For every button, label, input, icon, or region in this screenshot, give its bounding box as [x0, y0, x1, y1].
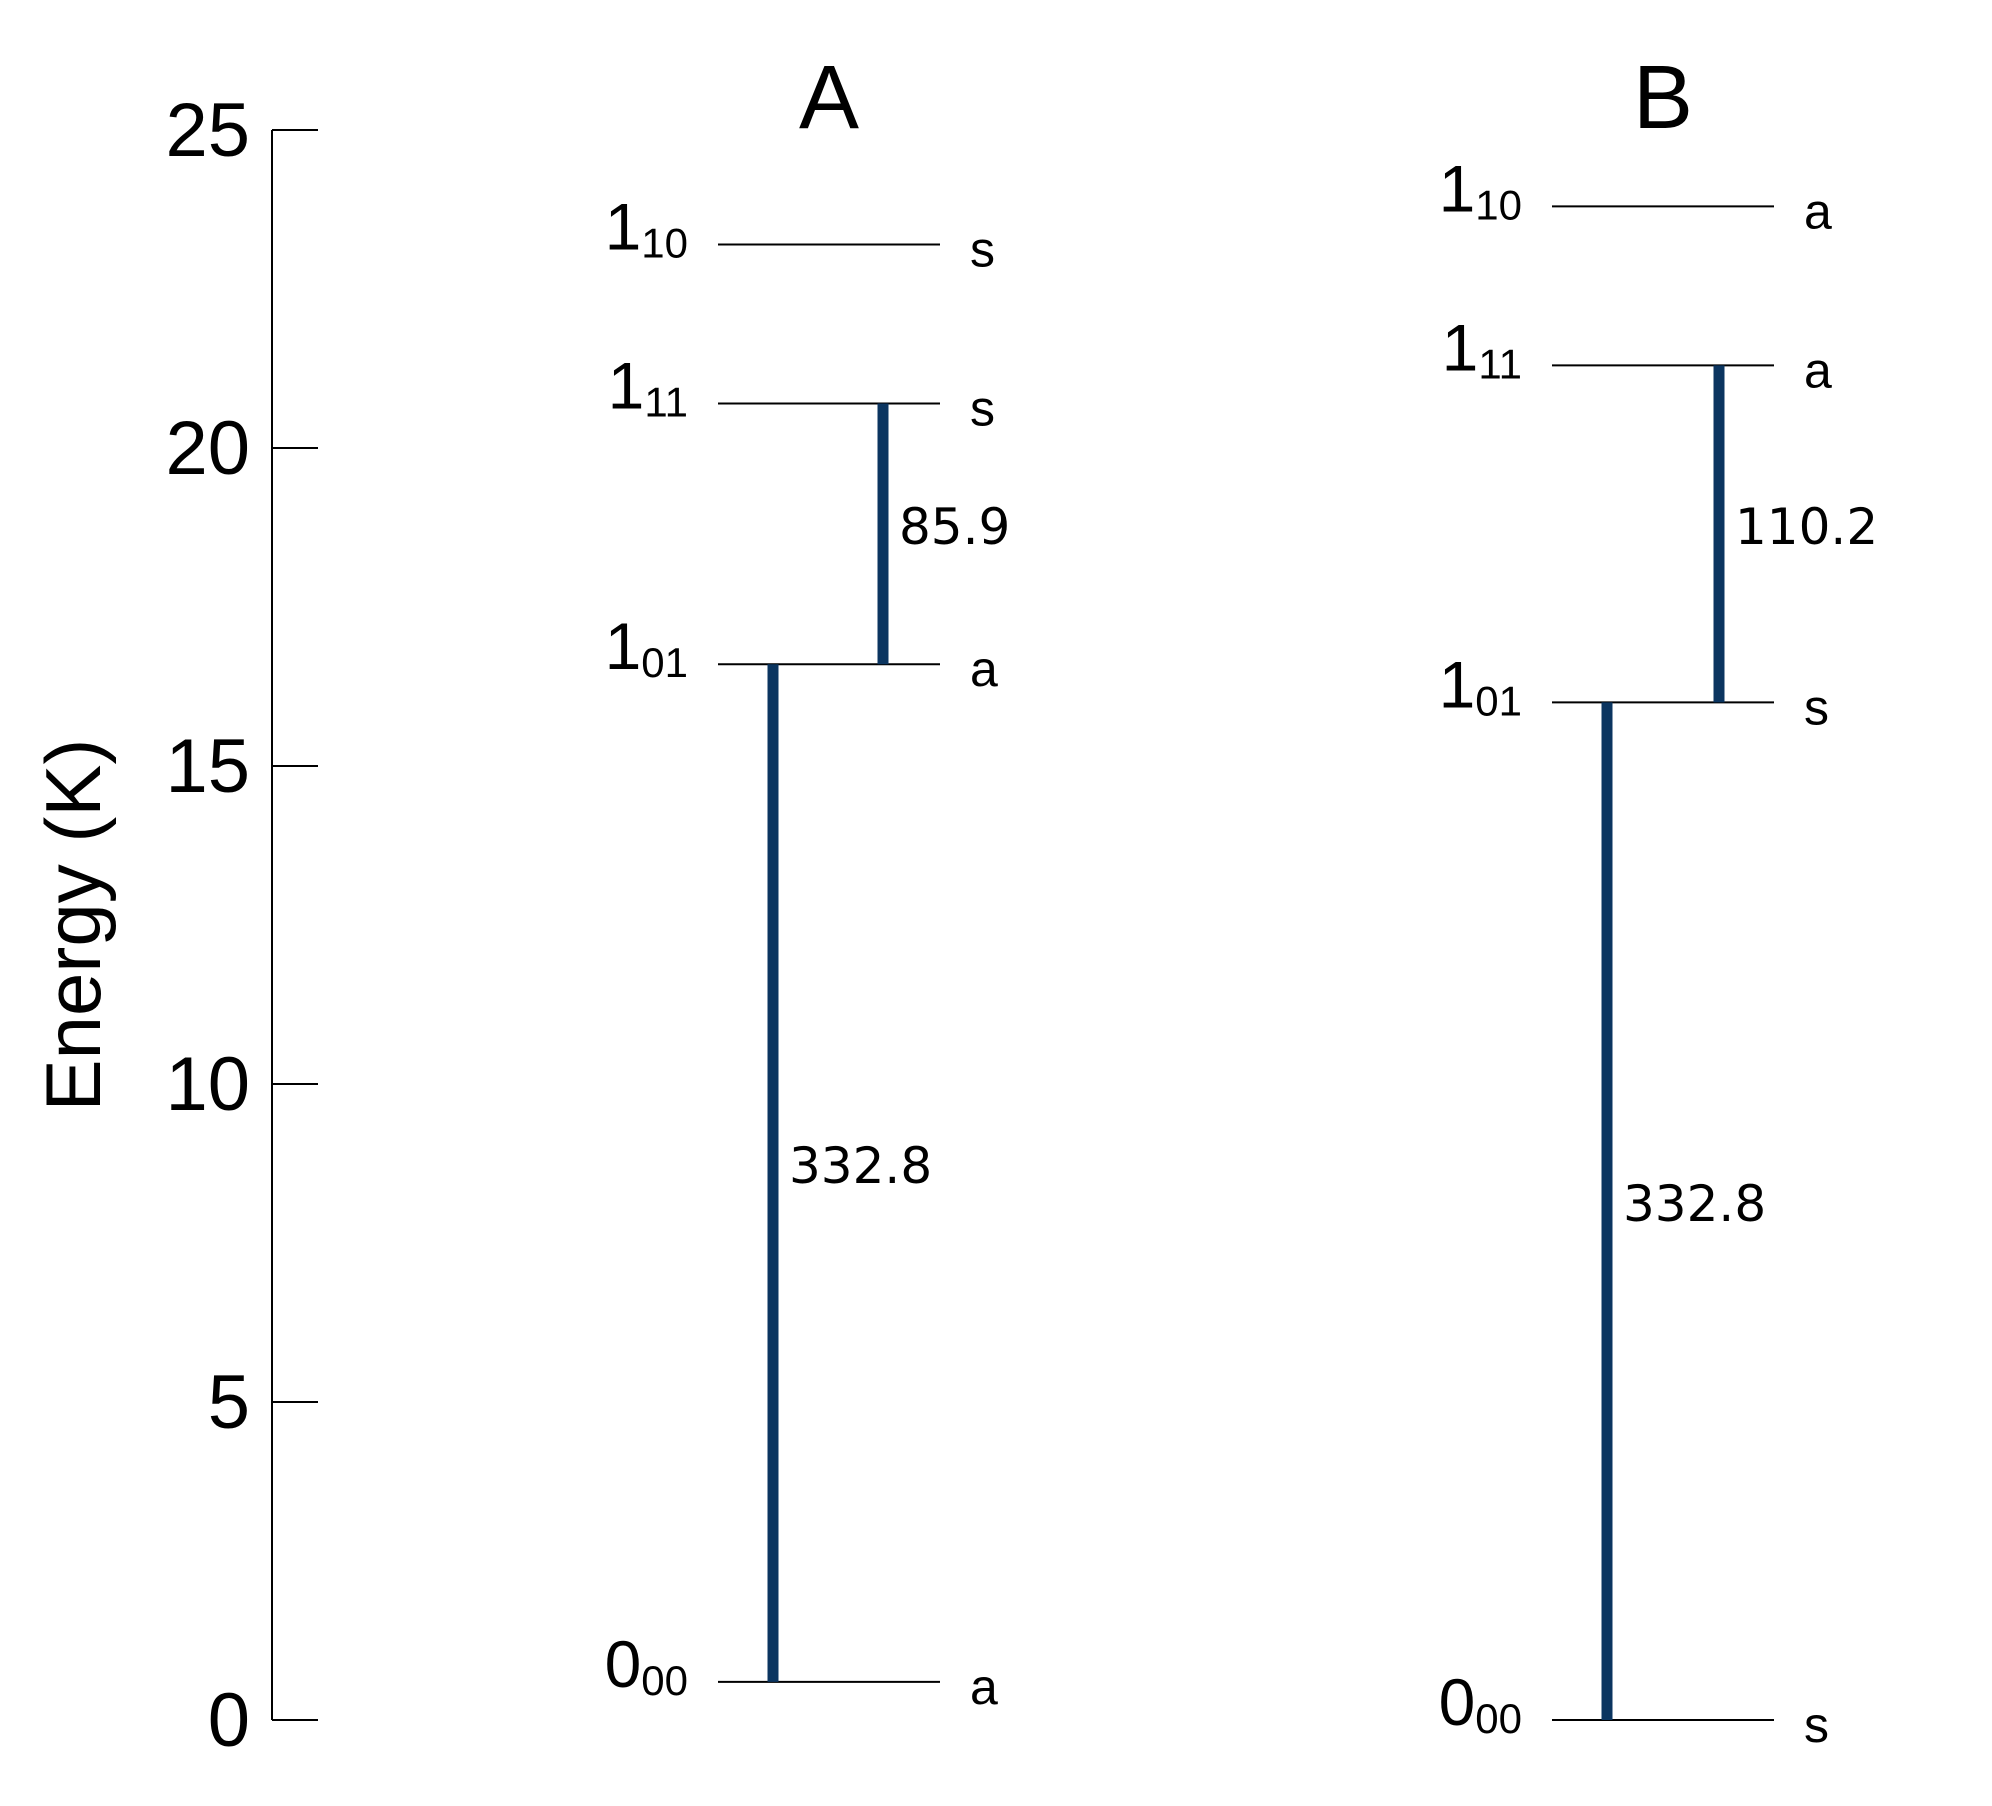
level-label-main: 0: [1439, 1665, 1476, 1739]
axis-tick-label: 5: [208, 1360, 250, 1445]
level-label-main: 1: [1439, 647, 1476, 721]
panel-title: A: [799, 48, 859, 148]
axis-tick-label: 15: [165, 724, 250, 809]
transition-frequency-label: 332.8: [1623, 1175, 1766, 1233]
level-label-main: 1: [605, 189, 642, 263]
level-label: 110: [1439, 151, 1522, 228]
level-label: 101: [605, 609, 688, 686]
level-label-main: 1: [608, 348, 645, 422]
transition-frequency-label: 332.8: [789, 1137, 932, 1195]
level-label-sub: 01: [641, 639, 688, 686]
symmetry-label: s: [1804, 679, 1829, 735]
level-label: 101: [1439, 647, 1522, 724]
level-label: 111: [608, 348, 688, 425]
level-label: 000: [1439, 1665, 1522, 1742]
axis-tick-label: 20: [165, 406, 250, 491]
axis-label: Energy (K): [29, 739, 117, 1112]
symmetry-label: a: [970, 1659, 998, 1715]
transition-frequency-label: 110.2: [1735, 498, 1878, 556]
symmetry-label: a: [1804, 183, 1832, 239]
level-label-main: 0: [605, 1627, 642, 1701]
level-label-sub: 01: [1475, 677, 1522, 724]
level-label: 111: [1442, 310, 1522, 387]
level-label: 000: [605, 1627, 688, 1704]
energy-axis: Energy (K) 0 5 10 15 20 25: [29, 88, 318, 1763]
axis-tick-label: 25: [165, 88, 250, 173]
level-label-sub: 00: [1475, 1695, 1522, 1742]
transition-frequency-label: 85.9: [899, 498, 1010, 556]
axis-tick-label: 0: [208, 1678, 250, 1763]
level-label-main: 1: [1442, 310, 1479, 384]
level-label-sub: 10: [641, 219, 688, 266]
axis-tick-label: 10: [165, 1042, 250, 1127]
level-label-sub: 10: [1475, 181, 1522, 228]
symmetry-label: s: [970, 380, 995, 436]
symmetry-label: a: [970, 641, 998, 697]
panel-title: B: [1633, 48, 1693, 148]
level-label-sub: 11: [644, 378, 688, 425]
level-label-main: 1: [605, 609, 642, 683]
level-label: 110: [605, 189, 688, 266]
level-label-sub: 00: [641, 1657, 688, 1704]
level-label-main: 1: [1439, 151, 1476, 225]
level-label-sub: 11: [1478, 340, 1522, 387]
symmetry-label: s: [1804, 1697, 1829, 1753]
symmetry-label: s: [970, 221, 995, 277]
symmetry-label: a: [1804, 342, 1832, 398]
